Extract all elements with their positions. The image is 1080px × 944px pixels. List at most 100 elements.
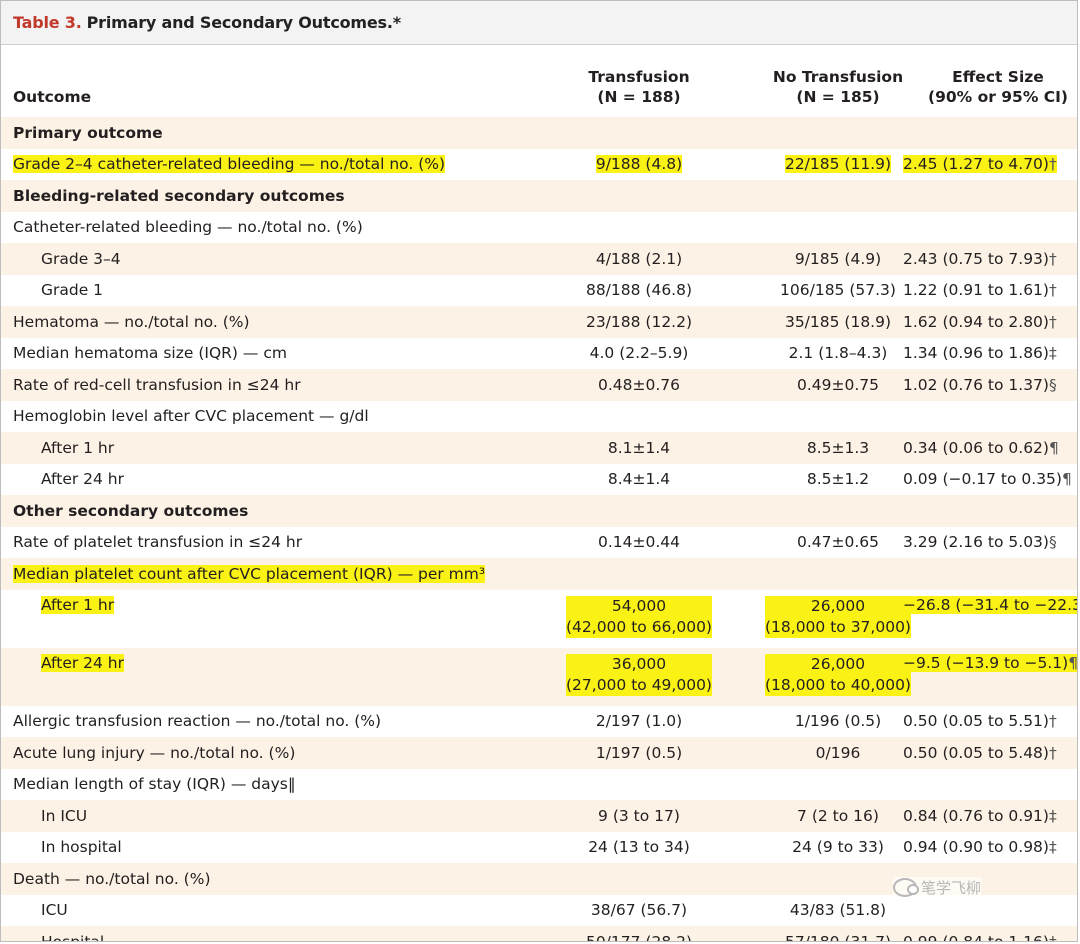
transfusion-value xyxy=(541,180,737,212)
effect-size-value xyxy=(939,495,1077,527)
effect-size-value xyxy=(939,401,1077,433)
table-title: Primary and Secondary Outcomes.* xyxy=(86,13,401,32)
transfusion-value: 54,000 (42,000 to 66,000) xyxy=(566,595,712,638)
header-effect-size: Effect Size (90% or 95% CI) xyxy=(928,68,1068,106)
footnote-mark: ¶ xyxy=(1068,653,1078,672)
effect-size-value: 2.45 (1.27 to 4.70)† xyxy=(903,155,1057,174)
table-row: Grade 2–4 catheter-related bleeding — no… xyxy=(1,149,1077,181)
no-transfusion-value: 8.5±1.2 xyxy=(806,470,870,489)
effect-size-value: −26.8 (−31.4 to −22.3)¶ xyxy=(903,590,1077,648)
table-row: Median hematoma size (IQR) — cm 4.0 (2.2–… xyxy=(1,338,1077,370)
effect-size-value: 1.22 (0.91 to 1.61)† xyxy=(903,281,1057,300)
effect-size-value: 1.34 (0.96 to 1.86)‡ xyxy=(903,344,1057,363)
no-transfusion-value: 35/185 (18.9) xyxy=(737,306,939,338)
transfusion-value: 2/197 (1.0) xyxy=(595,712,683,731)
row-label: In hospital xyxy=(41,838,122,857)
footnote-mark: ¶ xyxy=(1061,470,1072,489)
effect-size-value: 3.29 (2.16 to 5.03)§ xyxy=(903,533,1057,552)
table-row: Hemoglobin level after CVC placement — g… xyxy=(1,401,1077,433)
row-label: Hemoglobin level after CVC placement — g… xyxy=(13,407,369,426)
table-row: In hospital 24 (13 to 34) 24 (9 to 33) 0.94… xyxy=(1,832,1077,864)
table-title-bar: Table 3. Primary and Secondary Outcomes.… xyxy=(1,1,1077,45)
table-row: Bleeding-related secondary outcomes xyxy=(1,180,1077,212)
effect-size-value: 0.50 (0.05 to 5.51)† xyxy=(903,712,1057,731)
table-row: Rate of platelet transfusion in ≤24 hr 0.… xyxy=(1,527,1077,559)
table-number: Table 3. xyxy=(13,13,82,32)
no-transfusion-value xyxy=(737,558,939,590)
row-label: After 24 hr xyxy=(1,647,541,706)
row-label: Rate of platelet transfusion in ≤24 hr xyxy=(13,533,303,552)
table-row: Hematoma — no./total no. (%) 23/188 (12.2… xyxy=(1,306,1077,338)
row-label: Acute lung injury — no./total no. (%) xyxy=(1,737,541,769)
no-transfusion-value: 106/185 (57.3) xyxy=(780,281,896,300)
table-row: Grade 1 88/188 (46.8) 106/185 (57.3) 1.22 (… xyxy=(1,275,1077,307)
no-transfusion-value: 0/196 xyxy=(737,737,939,769)
transfusion-value xyxy=(541,558,737,590)
table-row: In ICU 9 (3 to 17) 7 (2 to 16) 0.84 (0.76 t… xyxy=(1,800,1077,832)
table-row: Hospital 50/177 (28.2) 57/180 (31.7) 0.99 (… xyxy=(1,926,1077,941)
transfusion-value: 9/188 (4.8) xyxy=(595,155,683,174)
transfusion-value xyxy=(541,117,737,149)
effect-size-value: 0.94 (0.90 to 0.98)‡ xyxy=(903,838,1057,857)
no-transfusion-value: 0.47±0.65 xyxy=(796,533,879,552)
no-transfusion-value: 22/185 (11.9) xyxy=(784,155,892,174)
watermark: 笔学飞柳 xyxy=(893,877,982,898)
transfusion-value: 4/188 (2.1) xyxy=(541,243,737,275)
row-label: Catheter-related bleeding — no./total no… xyxy=(13,218,363,237)
header-no-transfusion: No Transfusion (N = 185) xyxy=(772,68,904,106)
no-transfusion-value xyxy=(737,180,939,212)
transfusion-value: 1/197 (0.5) xyxy=(541,737,737,769)
transfusion-value: 0.14±0.44 xyxy=(597,533,680,552)
transfusion-value: 88/188 (46.8) xyxy=(585,281,693,300)
outcomes-table: Outcome Transfusion (N = 188) No Transfus… xyxy=(1,45,1078,941)
transfusion-value: 8.4±1.4 xyxy=(607,470,671,489)
effect-size-value xyxy=(939,117,1077,149)
row-label: Median hematoma size (IQR) — cm xyxy=(13,344,287,363)
effect-size-value: 0.09 (−0.17 to 0.35)¶ xyxy=(903,470,1072,489)
no-transfusion-value: 9/185 (4.9) xyxy=(737,243,939,275)
table-body: Primary outcome Grade 2–4 catheter-relate… xyxy=(1,117,1078,941)
effect-size-value: 0.99 (0.84 to 1.16)† xyxy=(903,926,1077,941)
footnote-mark: † xyxy=(1048,155,1057,174)
header-row: Outcome Transfusion (N = 188) No Transfus… xyxy=(1,45,1077,117)
effect-size-value xyxy=(939,769,1077,801)
effect-size-value: 0.84 (0.76 to 0.91)‡ xyxy=(903,800,1077,832)
effect-size-value xyxy=(939,558,1077,590)
row-label: Hematoma — no./total no. (%) xyxy=(1,306,541,338)
no-transfusion-value xyxy=(737,212,939,244)
footnote-mark: ¶ xyxy=(1048,438,1059,457)
footnote-mark: † xyxy=(1048,249,1057,268)
no-transfusion-value: 8.5±1.3 xyxy=(737,432,939,464)
effect-size-value: 0.50 (0.05 to 5.48)† xyxy=(903,737,1077,769)
row-label: ICU xyxy=(41,901,68,920)
row-label: In ICU xyxy=(1,800,541,832)
row-label: Death — no./total no. (%) xyxy=(1,863,541,895)
footnote-mark: ‡ xyxy=(1048,838,1057,857)
footnote-mark: † xyxy=(1048,743,1057,762)
table-row: Acute lung injury — no./total no. (%) 1/1… xyxy=(1,737,1077,769)
transfusion-value: 0.48±0.76 xyxy=(541,369,737,401)
table-row: After 24 hr 8.4±1.4 8.5±1.2 0.09 (−0.17 to … xyxy=(1,464,1077,496)
section-heading: Bleeding-related secondary outcomes xyxy=(1,180,541,212)
row-label: Grade 2–4 catheter-related bleeding — no… xyxy=(13,155,446,174)
row-label: Rate of red-cell transfusion in ≤24 hr xyxy=(1,369,541,401)
table-row: Other secondary outcomes xyxy=(1,495,1077,527)
row-label: Allergic transfusion reaction — no./tota… xyxy=(13,712,382,731)
transfusion-value xyxy=(541,495,737,527)
effect-size-value: 0.34 (0.06 to 0.62)¶ xyxy=(903,432,1077,464)
transfusion-value xyxy=(541,401,737,433)
no-transfusion-value: 0.49±0.75 xyxy=(737,369,939,401)
no-transfusion-value: 26,000 (18,000 to 37,000) xyxy=(765,595,911,638)
effect-size-value xyxy=(939,895,1077,927)
transfusion-value xyxy=(541,863,737,895)
footnote-mark: † xyxy=(1048,281,1057,300)
effect-size-value xyxy=(939,212,1077,244)
transfusion-value: 24 (13 to 34) xyxy=(588,838,690,857)
table-row: ICU 38/67 (56.7) 43/83 (51.8) xyxy=(1,895,1077,927)
row-label: Median length of stay (IQR) — days‖ xyxy=(13,775,296,794)
wechat-icon xyxy=(893,878,919,897)
no-transfusion-value: 57/180 (31.7) xyxy=(737,926,939,941)
footnote-mark: † xyxy=(1048,312,1057,331)
table-row: Median length of stay (IQR) — days‖ xyxy=(1,769,1077,801)
